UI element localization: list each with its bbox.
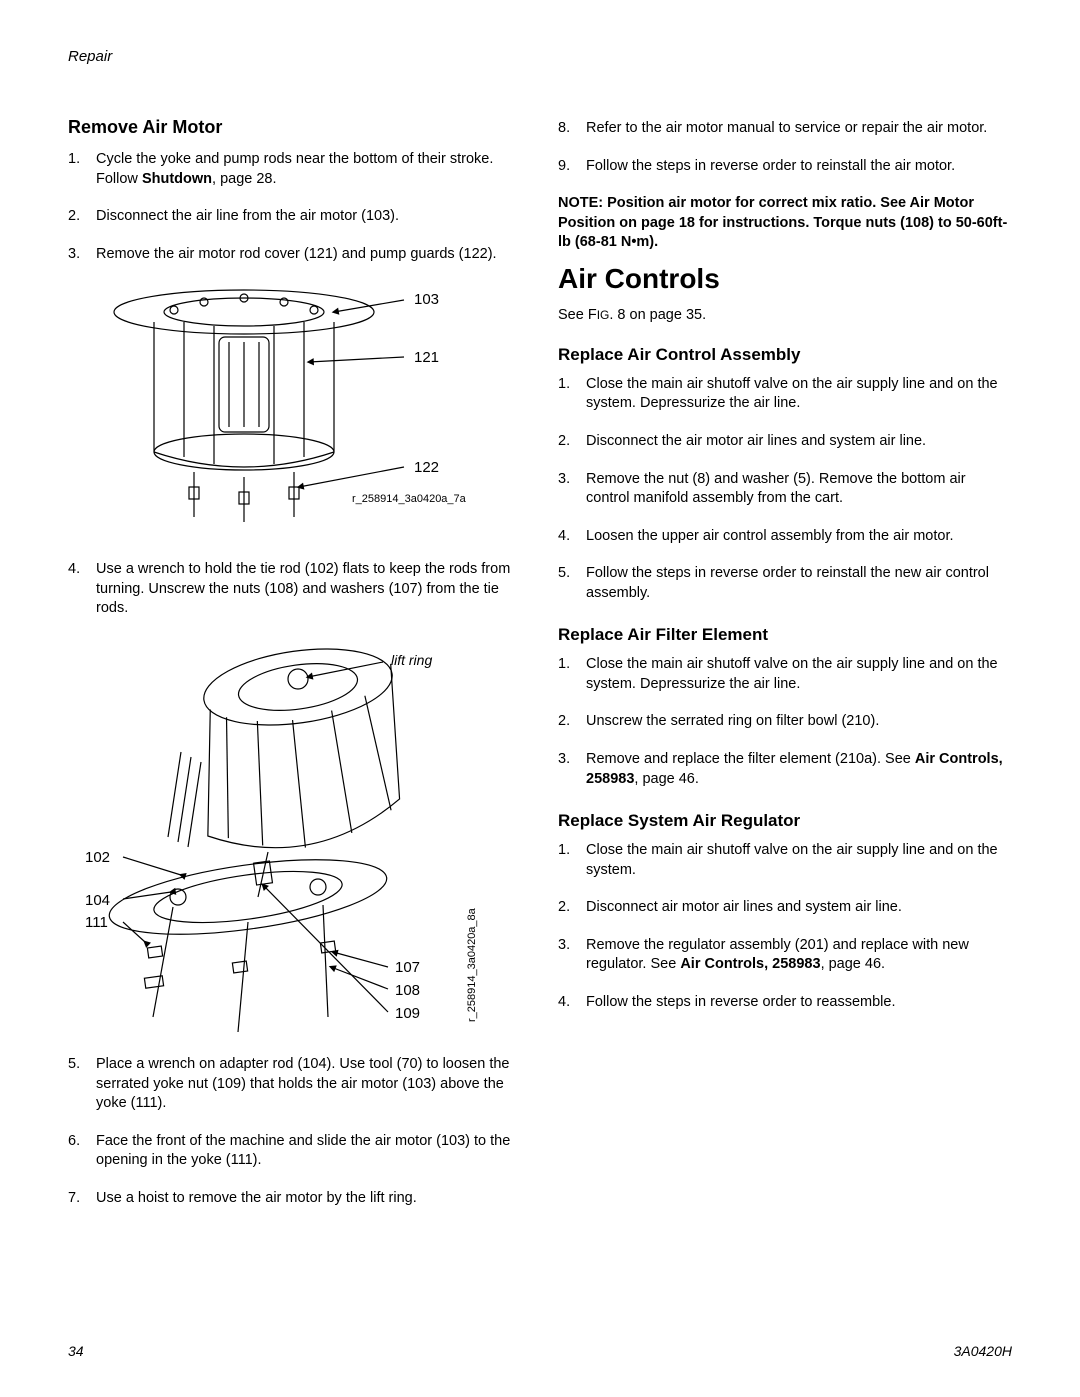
step-4: 4. Use a wrench to hold the tie rod (102… (68, 560, 522, 619)
step-7: 7. Use a hoist to remove the air motor b… (68, 1189, 522, 1209)
s3-step-4: 4.Follow the steps in reverse order to r… (558, 993, 1012, 1013)
step-1: 1. Cycle the yoke and pump rods near the… (68, 150, 522, 189)
step-text: Cycle the yoke and pump rods near the bo… (96, 151, 493, 187)
s1-step-1: 1.Close the main air shutoff valve on th… (558, 375, 1012, 414)
step-8: 8. Refer to the air motor manual to serv… (558, 119, 1012, 139)
s2-step-3: 3.Remove and replace the filter element … (558, 750, 1012, 789)
replace-filter-steps: 1.Close the main air shutoff valve on th… (558, 655, 1012, 789)
remove-steps-2: 4. Use a wrench to hold the tie rod (102… (68, 560, 522, 619)
step-num: 8. (558, 119, 570, 139)
page-number: 34 (68, 1343, 84, 1359)
replace-assembly-steps: 1.Close the main air shutoff valve on th… (558, 375, 1012, 604)
air-controls-heading: Air Controls (558, 263, 1012, 295)
step-text: Face the front of the machine and slide … (96, 1133, 510, 1169)
step-text: Use a hoist to remove the air motor by t… (96, 1190, 417, 1206)
fig2-l109: 109 (395, 1005, 420, 1022)
step-2: 2. Disconnect the air line from the air … (68, 207, 522, 227)
fig2-l107: 107 (395, 959, 420, 976)
figure-1: 103 121 122 r_258914_3a0420a_7a (94, 282, 522, 542)
step-num: 2. (68, 207, 80, 227)
fig1-label-122: 122 (414, 459, 439, 476)
s1-step-2: 2.Disconnect the air motor air lines and… (558, 432, 1012, 452)
step-num: 6. (68, 1132, 80, 1152)
fig1-credit: r_258914_3a0420a_7a (352, 493, 467, 505)
step-5: 5. Place a wrench on adapter rod (104). … (68, 1055, 522, 1114)
step-6: 6. Face the front of the machine and sli… (68, 1132, 522, 1171)
fig1-label-121: 121 (414, 349, 439, 366)
content-columns: Remove Air Motor 1. Cycle the yoke and p… (68, 117, 1012, 1226)
fig2-l104: 104 (85, 892, 110, 909)
fig2-l108: 108 (395, 982, 420, 999)
step-text: Place a wrench on adapter rod (104). Use… (96, 1056, 510, 1111)
right-column: 8. Refer to the air motor manual to serv… (558, 117, 1012, 1226)
remove-steps-3: 5. Place a wrench on adapter rod (104). … (68, 1055, 522, 1208)
step-text: Use a wrench to hold the tie rod (102) f… (96, 561, 510, 616)
step-text: Refer to the air motor manual to service… (586, 120, 987, 136)
fig2-l111: 111 (85, 914, 108, 931)
step-text: Disconnect the air line from the air mot… (96, 208, 399, 224)
remove-air-motor-heading: Remove Air Motor (68, 117, 522, 138)
fig2-credit: r_258914_3a0420a_8a (466, 907, 478, 1022)
replace-regulator-steps: 1.Close the main air shutoff valve on th… (558, 841, 1012, 1012)
page-footer: 34 3A0420H (68, 1343, 1012, 1359)
fig1-label-103: 103 (414, 291, 439, 308)
figure-2: lift ring 102 104 111 107 108 109 r_2589… (73, 637, 522, 1037)
fig2-lift-ring: lift ring (391, 652, 432, 668)
see-fig-line: See FIG. 8 on page 35. (558, 307, 1012, 323)
doc-id: 3A0420H (954, 1343, 1012, 1359)
step-text: Remove the air motor rod cover (121) and… (96, 246, 497, 262)
replace-filter-heading: Replace Air Filter Element (558, 625, 1012, 645)
step-num: 4. (68, 560, 80, 580)
s1-step-4: 4.Loosen the upper air control assembly … (558, 527, 1012, 547)
step-3: 3. Remove the air motor rod cover (121) … (68, 245, 522, 265)
step-num: 3. (68, 245, 80, 265)
header-section: Repair (68, 48, 1012, 65)
s2-step-2: 2.Unscrew the serrated ring on filter bo… (558, 712, 1012, 732)
step-text: Follow the steps in reverse order to rei… (586, 158, 955, 174)
step-9: 9. Follow the steps in reverse order to … (558, 157, 1012, 177)
s3-step-3: 3.Remove the regulator assembly (201) an… (558, 936, 1012, 975)
torque-note: NOTE: Position air motor for correct mix… (558, 194, 1012, 253)
replace-regulator-heading: Replace System Air Regulator (558, 811, 1012, 831)
left-column: Remove Air Motor 1. Cycle the yoke and p… (68, 117, 522, 1226)
replace-assembly-heading: Replace Air Control Assembly (558, 345, 1012, 365)
remove-steps-1: 1. Cycle the yoke and pump rods near the… (68, 150, 522, 264)
s2-step-1: 1.Close the main air shutoff valve on th… (558, 655, 1012, 694)
step-num: 7. (68, 1189, 80, 1209)
fig2-l102: 102 (85, 849, 110, 866)
s1-step-5: 5.Follow the steps in reverse order to r… (558, 564, 1012, 603)
step-num: 5. (68, 1055, 80, 1075)
remove-steps-top-right: 8. Refer to the air motor manual to serv… (558, 119, 1012, 176)
s3-step-2: 2.Disconnect air motor air lines and sys… (558, 898, 1012, 918)
step-num: 9. (558, 157, 570, 177)
s3-step-1: 1.Close the main air shutoff valve on th… (558, 841, 1012, 880)
step-num: 1. (68, 150, 80, 170)
s1-step-3: 3.Remove the nut (8) and washer (5). Rem… (558, 470, 1012, 509)
